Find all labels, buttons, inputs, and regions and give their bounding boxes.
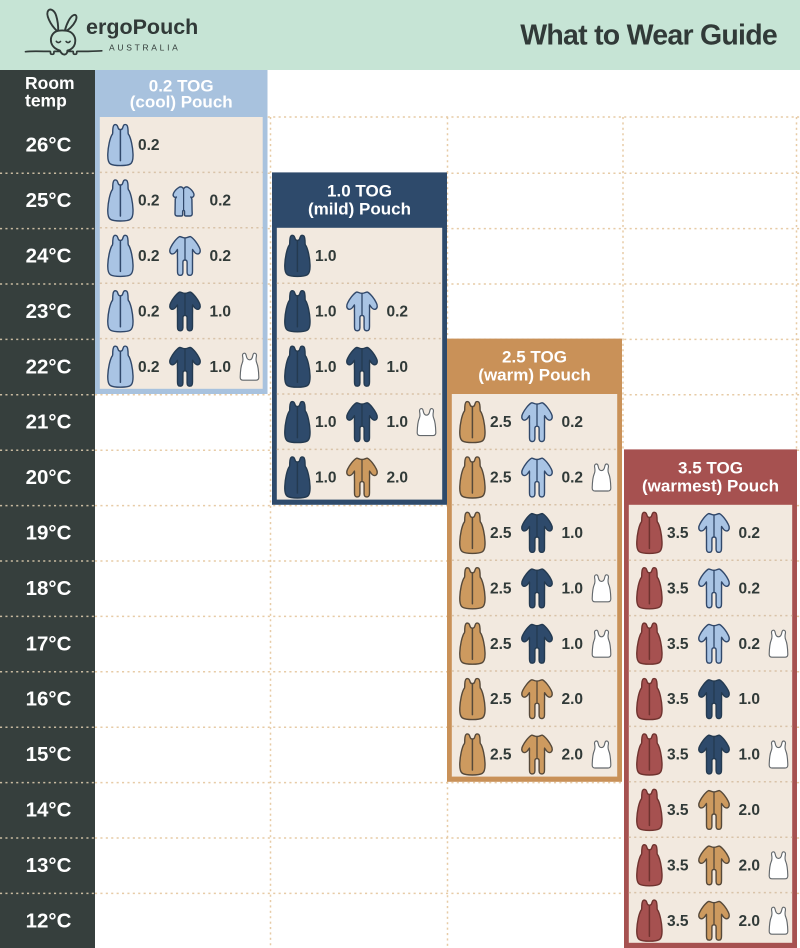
svg-text:26°C: 26°C [26, 134, 72, 157]
svg-text:16°C: 16°C [26, 688, 72, 711]
svg-text:19°C: 19°C [26, 522, 72, 545]
svg-text:0.2: 0.2 [739, 580, 761, 597]
svg-text:1.0: 1.0 [562, 580, 584, 597]
svg-text:What to Wear Guide: What to Wear Guide [520, 20, 777, 52]
svg-text:3.5: 3.5 [667, 691, 689, 708]
svg-text:1.0: 1.0 [210, 359, 232, 376]
svg-text:1.0: 1.0 [315, 414, 337, 431]
svg-text:temp: temp [25, 91, 67, 111]
svg-text:1.0: 1.0 [315, 470, 337, 487]
svg-text:3.5: 3.5 [667, 857, 689, 874]
svg-text:0.2: 0.2 [210, 193, 232, 210]
svg-text:23°C: 23°C [26, 300, 72, 323]
svg-text:0.2: 0.2 [562, 470, 584, 487]
svg-text:1.0: 1.0 [387, 359, 409, 376]
svg-text:25°C: 25°C [26, 189, 72, 212]
svg-text:3.5: 3.5 [667, 525, 689, 542]
svg-text:3.5: 3.5 [667, 802, 689, 819]
svg-text:0.2: 0.2 [138, 137, 160, 154]
svg-text:1.0: 1.0 [739, 747, 761, 764]
svg-text:3.5: 3.5 [667, 580, 689, 597]
svg-text:17°C: 17°C [26, 632, 72, 655]
svg-text:1.0: 1.0 [315, 303, 337, 320]
svg-text:1.0: 1.0 [562, 636, 584, 653]
svg-text:1.0: 1.0 [315, 359, 337, 376]
svg-text:2.0: 2.0 [739, 857, 761, 874]
svg-text:(warmest) Pouch: (warmest) Pouch [642, 476, 779, 495]
svg-text:20°C: 20°C [26, 466, 72, 489]
svg-text:ergoPouch: ergoPouch [86, 15, 198, 39]
svg-text:0.2: 0.2 [562, 414, 584, 431]
svg-text:2.0: 2.0 [562, 747, 584, 764]
svg-text:3.5: 3.5 [667, 636, 689, 653]
svg-text:AUSTRALIA: AUSTRALIA [109, 43, 181, 53]
svg-text:2.5: 2.5 [490, 525, 512, 542]
svg-text:14°C: 14°C [26, 799, 72, 822]
svg-text:0.2: 0.2 [210, 248, 232, 265]
svg-text:2.5: 2.5 [490, 414, 512, 431]
svg-text:3.5 TOG: 3.5 TOG [678, 458, 743, 477]
svg-text:24°C: 24°C [26, 245, 72, 268]
svg-text:1.0: 1.0 [387, 414, 409, 431]
svg-text:1.0: 1.0 [562, 525, 584, 542]
svg-text:0.2: 0.2 [138, 359, 160, 376]
svg-text:2.0: 2.0 [739, 913, 761, 930]
svg-text:0.2: 0.2 [739, 525, 761, 542]
svg-text:18°C: 18°C [26, 577, 72, 600]
svg-text:2.5: 2.5 [490, 470, 512, 487]
svg-text:13°C: 13°C [26, 854, 72, 877]
svg-text:2.0: 2.0 [562, 691, 584, 708]
svg-text:0.2: 0.2 [138, 193, 160, 210]
svg-text:2.5: 2.5 [490, 747, 512, 764]
svg-text:(warm) Pouch: (warm) Pouch [478, 366, 590, 385]
svg-text:2.0: 2.0 [739, 802, 761, 819]
svg-text:0.2: 0.2 [138, 303, 160, 320]
svg-text:22°C: 22°C [26, 355, 72, 378]
svg-text:2.5: 2.5 [490, 636, 512, 653]
svg-text:2.5: 2.5 [490, 691, 512, 708]
svg-text:2.0: 2.0 [387, 470, 409, 487]
svg-text:(mild) Pouch: (mild) Pouch [308, 199, 411, 218]
svg-text:21°C: 21°C [26, 411, 72, 434]
svg-text:(cool) Pouch: (cool) Pouch [130, 93, 233, 112]
svg-text:Room: Room [25, 73, 75, 93]
svg-text:15°C: 15°C [26, 743, 72, 766]
svg-text:0.2: 0.2 [138, 248, 160, 265]
svg-text:2.5 TOG: 2.5 TOG [502, 348, 567, 367]
svg-text:1.0 TOG: 1.0 TOG [327, 181, 392, 200]
svg-text:3.5: 3.5 [667, 913, 689, 930]
svg-text:0.2 TOG: 0.2 TOG [149, 77, 214, 96]
svg-text:1.0: 1.0 [210, 303, 232, 320]
svg-text:0.2: 0.2 [387, 303, 409, 320]
svg-text:12°C: 12°C [26, 909, 72, 932]
svg-text:2.5: 2.5 [490, 580, 512, 597]
svg-text:0.2: 0.2 [739, 636, 761, 653]
svg-text:1.0: 1.0 [739, 691, 761, 708]
svg-text:1.0: 1.0 [315, 248, 337, 265]
svg-text:3.5: 3.5 [667, 747, 689, 764]
